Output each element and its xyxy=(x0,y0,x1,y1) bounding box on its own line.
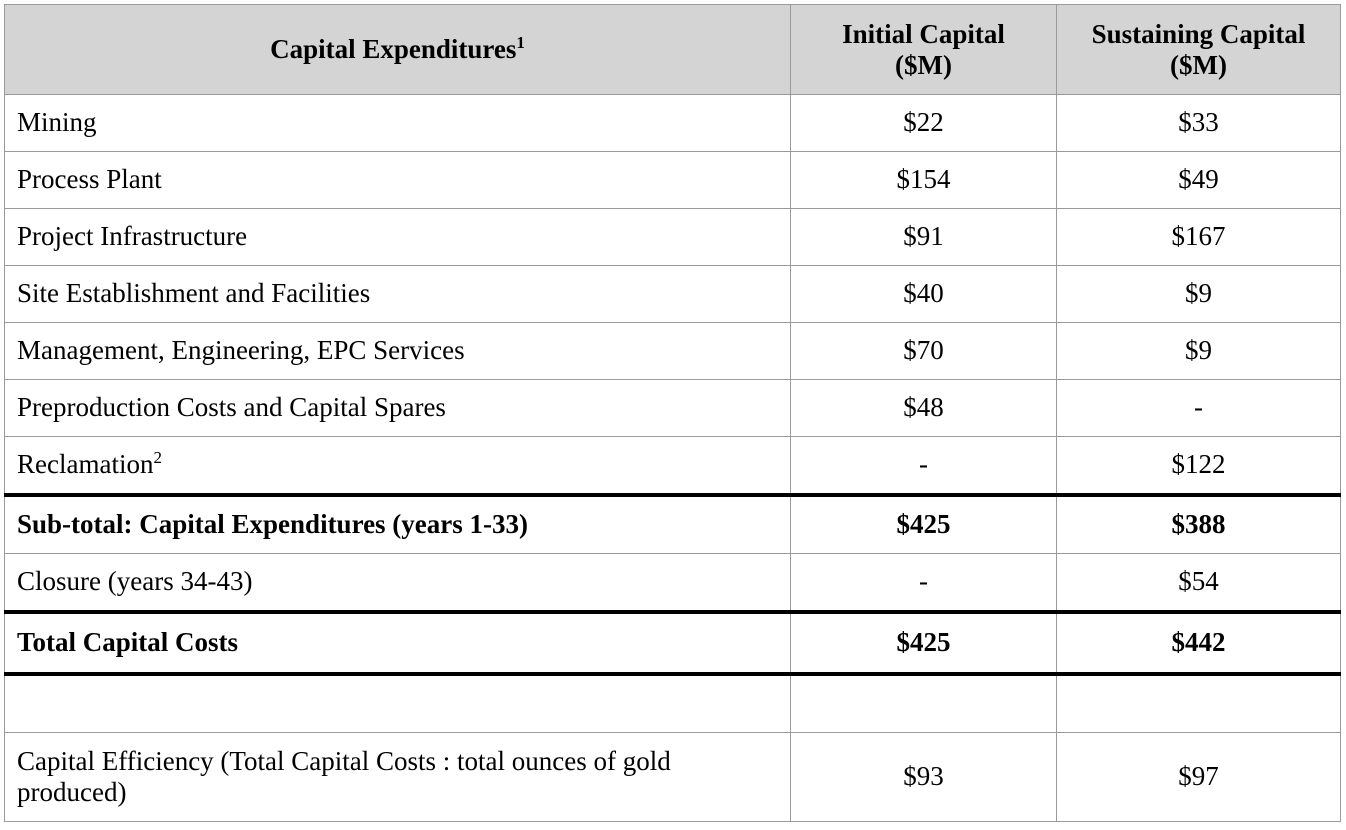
table-row: Management, Engineering, EPC Services $7… xyxy=(4,322,1341,380)
row-initial-value: $425 xyxy=(790,610,1057,676)
table-row: Project Infrastructure $91 $167 xyxy=(4,208,1341,266)
row-label: Sub-total: Capital Expenditures (years 1… xyxy=(4,493,791,554)
row-sustaining-value: $9 xyxy=(1056,265,1341,323)
row-initial-value: $154 xyxy=(790,151,1057,209)
header-col1-text: Capital Expenditures xyxy=(270,34,517,65)
footnote-marker-2: 2 xyxy=(153,448,162,468)
header-row: Capital Expenditures1 Initial Capital ($M… xyxy=(4,4,1341,95)
row-label: Preproduction Costs and Capital Spares xyxy=(4,379,791,437)
row-label: Project Infrastructure xyxy=(4,208,791,266)
table-body: Mining $22 $33 Process Plant $154 $49 Pr… xyxy=(4,94,1341,822)
row-label: Mining xyxy=(4,94,791,152)
empty-cell xyxy=(1056,673,1341,733)
empty-cell xyxy=(790,673,1057,733)
row-label: Site Establishment and Facilities xyxy=(4,265,791,323)
row-sustaining-value: $167 xyxy=(1056,208,1341,266)
header-initial-capital: Initial Capital ($M) xyxy=(790,4,1057,95)
row-sustaining-value: - xyxy=(1056,379,1341,437)
table-row: Mining $22 $33 xyxy=(4,94,1341,152)
table-row: Site Establishment and Facilities $40 $9 xyxy=(4,265,1341,323)
header-sustaining-capital: Sustaining Capital ($M) xyxy=(1056,4,1341,95)
empty-row xyxy=(4,673,1341,733)
table-row: Process Plant $154 $49 xyxy=(4,151,1341,209)
row-label: Reclamation xyxy=(17,449,154,480)
row-label: Closure (years 34-43) xyxy=(4,553,791,613)
row-initial-value: $425 xyxy=(790,493,1057,554)
total-row: Total Capital Costs $425 $442 xyxy=(4,610,1341,676)
header-col3-line1: Sustaining Capital xyxy=(1091,19,1306,50)
row-initial-value: - xyxy=(790,553,1057,613)
row-label: Management, Engineering, EPC Services xyxy=(4,322,791,380)
row-initial-value: $40 xyxy=(790,265,1057,323)
row-initial-value: $93 xyxy=(790,732,1057,822)
row-label: Total Capital Costs xyxy=(4,610,791,676)
header-capital-expenditures: Capital Expenditures1 xyxy=(4,4,791,95)
row-sustaining-value: $442 xyxy=(1056,610,1341,676)
table-row: Closure (years 34-43) - $54 xyxy=(4,553,1341,613)
row-initial-value: $70 xyxy=(790,322,1057,380)
row-sustaining-value: $49 xyxy=(1056,151,1341,209)
empty-cell xyxy=(4,673,791,733)
row-sustaining-value: $97 xyxy=(1056,732,1341,822)
header-col2-line1: Initial Capital xyxy=(842,19,1005,50)
row-sustaining-value: $54 xyxy=(1056,553,1341,613)
row-sustaining-value: $122 xyxy=(1056,436,1341,496)
row-sustaining-value: $388 xyxy=(1056,493,1341,554)
table-header: Capital Expenditures1 Initial Capital ($M… xyxy=(4,4,1341,95)
row-initial-value: - xyxy=(790,436,1057,496)
footnote-marker-1: 1 xyxy=(516,33,525,53)
row-sustaining-value: $33 xyxy=(1056,94,1341,152)
row-initial-value: $48 xyxy=(790,379,1057,437)
capital-efficiency-row: Capital Efficiency (Total Capital Costs … xyxy=(4,732,1341,822)
row-label-cell: Reclamation2 xyxy=(4,436,791,496)
row-sustaining-value: $9 xyxy=(1056,322,1341,380)
header-col3-line2: ($M) xyxy=(1170,49,1227,80)
header-col2-line2: ($M) xyxy=(895,49,952,80)
table-row: Reclamation2 - $122 xyxy=(4,436,1341,496)
row-label: Capital Efficiency (Total Capital Costs … xyxy=(4,732,791,822)
subtotal-row: Sub-total: Capital Expenditures (years 1… xyxy=(4,493,1341,554)
row-initial-value: $22 xyxy=(790,94,1057,152)
row-label: Process Plant xyxy=(4,151,791,209)
row-initial-value: $91 xyxy=(790,208,1057,266)
table-row: Preproduction Costs and Capital Spares $… xyxy=(4,379,1341,437)
capital-expenditures-table: Capital Expenditures1 Initial Capital ($M… xyxy=(4,4,1341,822)
